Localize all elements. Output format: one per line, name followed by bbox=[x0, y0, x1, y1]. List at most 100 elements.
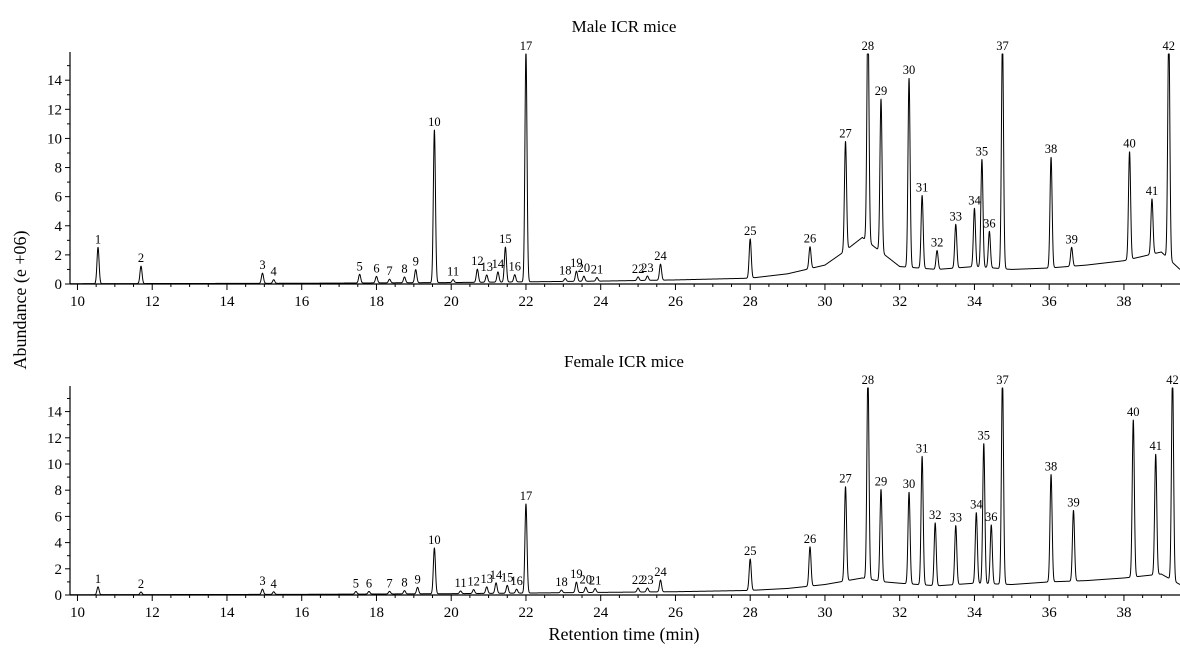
peak-label: 12 bbox=[467, 575, 480, 589]
x-tick-label: 30 bbox=[817, 605, 832, 621]
peak-label: 6 bbox=[373, 261, 379, 275]
peak-label: 26 bbox=[804, 532, 817, 546]
peak-label: 2 bbox=[138, 251, 144, 265]
peak-label: 16 bbox=[508, 260, 521, 274]
peak-label: 9 bbox=[414, 572, 420, 586]
peak-label: 41 bbox=[1146, 184, 1159, 198]
x-tick-label: 26 bbox=[668, 294, 684, 310]
x-tick-label: 22 bbox=[518, 605, 533, 621]
peak-label: 11 bbox=[447, 265, 459, 279]
peak-label: 10 bbox=[428, 533, 441, 547]
x-tick-label: 18 bbox=[369, 605, 384, 621]
peak-label: 17 bbox=[520, 489, 533, 503]
peak-label: 33 bbox=[950, 209, 963, 223]
peak-label: 28 bbox=[862, 39, 875, 53]
peak-label: 38 bbox=[1045, 459, 1058, 473]
peak-label: 20 bbox=[580, 572, 593, 586]
chromatogram-trace bbox=[69, 387, 1180, 596]
peak-label: 24 bbox=[654, 565, 667, 579]
peak-label: 2 bbox=[138, 577, 144, 591]
peak-label: 17 bbox=[520, 39, 533, 53]
peak-label: 29 bbox=[875, 84, 888, 98]
peak-label: 23 bbox=[641, 261, 654, 275]
peak-label: 1 bbox=[95, 232, 101, 246]
peak-label: 31 bbox=[916, 180, 929, 194]
peak-label: 37 bbox=[996, 39, 1009, 53]
peak-label: 33 bbox=[950, 511, 963, 525]
x-tick-label: 10 bbox=[70, 605, 85, 621]
peak-label: 42 bbox=[1166, 373, 1179, 387]
y-tick-label: 6 bbox=[55, 509, 63, 525]
y-tick-label: 10 bbox=[47, 131, 62, 147]
peak-label: 19 bbox=[570, 256, 583, 270]
panel-title: Male ICR mice bbox=[572, 17, 677, 36]
peak-label: 38 bbox=[1045, 142, 1058, 156]
peak-label: 35 bbox=[978, 428, 991, 442]
peak-label: 13 bbox=[480, 260, 493, 274]
x-tick-label: 14 bbox=[219, 294, 235, 310]
y-tick-label: 4 bbox=[55, 536, 63, 552]
x-tick-label: 34 bbox=[967, 294, 983, 310]
y-tick-label: 6 bbox=[55, 190, 63, 206]
x-tick-label: 28 bbox=[743, 605, 758, 621]
peak-label: 7 bbox=[386, 264, 392, 278]
peak-label: 40 bbox=[1127, 405, 1140, 419]
x-tick-label: 22 bbox=[518, 294, 533, 310]
x-tick-label: 10 bbox=[70, 294, 85, 310]
y-tick-label: 12 bbox=[47, 102, 62, 118]
y-tick-label: 14 bbox=[47, 73, 63, 89]
x-tick-label: 12 bbox=[145, 605, 160, 621]
peak-label: 39 bbox=[1065, 232, 1078, 246]
peak-label: 22 bbox=[632, 262, 645, 276]
peak-label: 7 bbox=[386, 576, 392, 590]
x-tick-label: 14 bbox=[219, 605, 235, 621]
peak-label: 35 bbox=[976, 144, 989, 158]
peak-label: 19 bbox=[570, 567, 583, 581]
peak-label: 39 bbox=[1067, 495, 1080, 509]
peak-label: 5 bbox=[353, 576, 359, 590]
x-tick-label: 34 bbox=[967, 605, 983, 621]
y-tick-label: 0 bbox=[55, 588, 63, 604]
y-tick-label: 14 bbox=[47, 405, 63, 421]
peak-label: 20 bbox=[578, 261, 591, 275]
x-tick-label: 32 bbox=[892, 294, 907, 310]
peak-label: 21 bbox=[589, 573, 602, 587]
peak-label: 9 bbox=[413, 255, 419, 269]
peak-label: 4 bbox=[271, 265, 278, 279]
peak-label: 4 bbox=[271, 577, 278, 591]
x-tick-label: 32 bbox=[892, 605, 907, 621]
peak-label: 42 bbox=[1163, 39, 1176, 53]
peak-label: 36 bbox=[985, 510, 998, 524]
y-tick-label: 2 bbox=[55, 248, 63, 264]
peak-label: 18 bbox=[555, 575, 568, 589]
x-tick-label: 20 bbox=[444, 605, 459, 621]
peak-label: 37 bbox=[996, 373, 1009, 387]
y-tick-label: 8 bbox=[55, 161, 63, 177]
peak-label: 26 bbox=[804, 232, 817, 246]
y-tick-label: 2 bbox=[55, 562, 63, 578]
x-tick-label: 26 bbox=[668, 605, 684, 621]
x-tick-label: 12 bbox=[145, 294, 160, 310]
y-tick-label: 4 bbox=[55, 219, 63, 235]
peak-label: 27 bbox=[839, 472, 852, 486]
peak-label: 28 bbox=[862, 373, 875, 387]
x-tick-label: 16 bbox=[294, 605, 310, 621]
x-tick-label: 38 bbox=[1116, 294, 1131, 310]
x-tick-label: 24 bbox=[593, 294, 609, 310]
peak-label: 13 bbox=[480, 572, 493, 586]
peak-label: 3 bbox=[259, 574, 265, 588]
peak-label: 11 bbox=[455, 576, 467, 590]
peak-label: 31 bbox=[916, 441, 929, 455]
peak-label: 5 bbox=[357, 259, 363, 273]
peak-label: 25 bbox=[744, 224, 757, 238]
y-axis-title: Abundance (e +06) bbox=[10, 230, 31, 369]
peak-label: 8 bbox=[401, 576, 407, 590]
x-tick-label: 36 bbox=[1042, 605, 1058, 621]
peak-label: 30 bbox=[903, 477, 916, 491]
peak-label: 34 bbox=[968, 193, 981, 207]
peak-label: 14 bbox=[490, 568, 503, 582]
peak-label: 22 bbox=[632, 573, 645, 587]
